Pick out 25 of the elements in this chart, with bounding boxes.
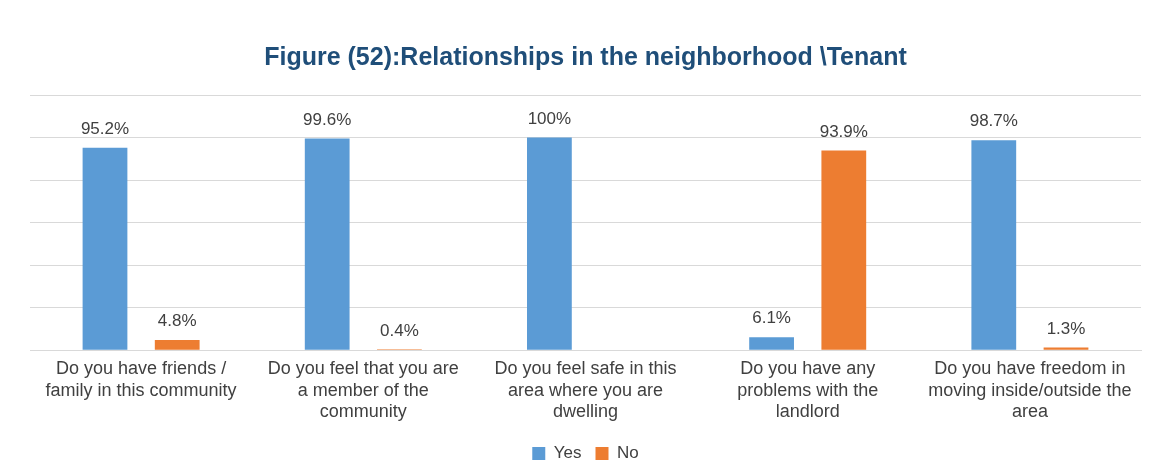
- data-label: 98.7%: [969, 111, 1018, 131]
- x-tick-label: Do you have any problems with the landlord: [737, 357, 879, 422]
- data-label: 4.8%: [157, 311, 197, 331]
- bar: [971, 140, 1017, 350]
- legend-label: No: [617, 443, 639, 463]
- bar: [82, 147, 128, 350]
- bar: [1043, 347, 1089, 350]
- bar: [304, 138, 350, 350]
- chart-title: Figure (52):Relationships in the neighborhood \Tenant: [264, 41, 908, 70]
- data-label: 99.6%: [303, 109, 352, 129]
- data-label: 95.2%: [80, 118, 130, 138]
- bar: [821, 150, 867, 350]
- data-label: 1.3%: [1046, 318, 1086, 338]
- x-tick-label: Do you have friends / family in this community: [45, 357, 237, 400]
- bar: [527, 137, 572, 350]
- data-label: 6.1%: [752, 308, 791, 328]
- x-tick-label: Do you feel that you are a member of the community: [267, 357, 459, 422]
- x-tick-label: Do you feel safe in this area where you are dwelling: [494, 357, 677, 422]
- bar: [749, 337, 794, 350]
- data-label: 93.9%: [819, 121, 868, 141]
- data-label: 100%: [527, 108, 572, 128]
- legend-label: Yes: [553, 443, 582, 463]
- bar: [154, 339, 200, 350]
- data-label: 0.4%: [380, 320, 419, 340]
- x-tick-label: Do you have freedom in moving inside/outside the area: [928, 357, 1132, 422]
